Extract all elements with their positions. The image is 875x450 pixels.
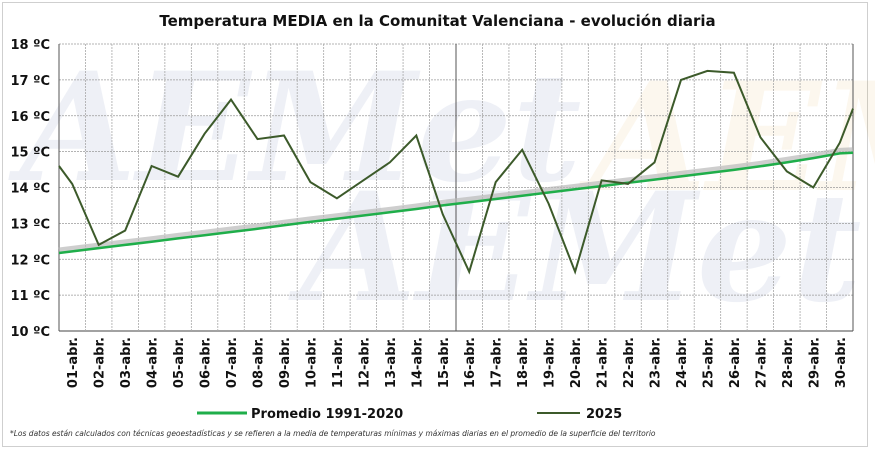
y-axis: 10 ºC 11 ºC 12 ºC 13 ºC 14 ºC 15 ºC 16 ºC 17 ºC… [11, 38, 51, 340]
x-tick-label: 02-abr. [93, 337, 108, 388]
x-tick-label: 26-abr. [728, 337, 743, 388]
watermark-text-3: AEMet [578, 50, 875, 226]
y-tick-label: 13 ºC [11, 217, 51, 232]
x-tick-label: 30-abr. [834, 337, 849, 388]
x-tick-label: 06-abr. [199, 337, 214, 388]
x-tick-label: 18-abr. [516, 337, 531, 388]
series-line-promedio [58, 151, 854, 255]
x-tick-label: 07-abr. [225, 337, 240, 388]
y-tick-label: 15 ºC [11, 146, 51, 161]
x-tick-label: 17-abr. [490, 337, 505, 388]
x-tick-label: 23-abr. [649, 337, 664, 388]
x-tick-label: 03-abr. [119, 337, 134, 388]
footnote: *Los datos están calculados con técnicas… [10, 429, 656, 438]
x-tick-label: 10-abr. [304, 337, 319, 388]
series-line-2025 [58, 69, 854, 275]
x-tick-label: 25-abr. [701, 337, 716, 388]
x-tick-label: 24-abr. [675, 337, 690, 388]
watermark-text: AEMet [8, 40, 581, 216]
y-tick-label: 10 ºC [11, 325, 51, 340]
x-tick-label: 08-abr. [252, 337, 267, 388]
y-tick-label: 12 ºC [11, 253, 51, 268]
series-line-shadow [58, 147, 854, 253]
y-tick-label: 16 ºC [11, 110, 51, 125]
x-tick-label: 14-abr. [410, 337, 425, 388]
legend-item-promedio-label: Promedio 1991-2020 [251, 407, 403, 422]
x-tick-label: 01-abr. [66, 337, 81, 388]
chart-frame [2, 2, 868, 447]
x-tick-label: 21-abr. [596, 337, 611, 388]
chart-title: Temperatura MEDIA en la Comunitat Valenc… [159, 12, 716, 30]
x-tick-label: 05-abr. [172, 337, 187, 388]
x-axis: 01-abr. 02-abr. 03-abr. 04-abr. 05-abr. 06-ab… [66, 337, 849, 388]
x-tick-label: 29-abr. [807, 337, 822, 388]
x-tick-label: 11-abr. [331, 337, 346, 388]
chart-grid [58, 43, 854, 332]
x-tick-label: 22-abr. [622, 337, 637, 388]
x-tick-label: 20-abr. [569, 337, 584, 388]
x-tick-label: 13-abr. [384, 337, 399, 388]
x-tick-label: 19-abr. [543, 337, 558, 388]
x-tick-label: 12-abr. [357, 337, 372, 388]
x-tick-label: 09-abr. [278, 337, 293, 388]
x-tick-label: 16-abr. [463, 337, 478, 388]
x-tick-label: 27-abr. [754, 337, 769, 388]
x-tick-label: 28-abr. [781, 337, 796, 388]
y-tick-label: 18 ºC [11, 38, 51, 53]
series-layer [58, 69, 854, 275]
legend-item-2025-label: 2025 [586, 407, 622, 422]
x-tick-label: 04-abr. [146, 337, 161, 388]
legend: Promedio 1991-2020 2025 [197, 407, 622, 422]
x-tick-label: 15-abr. [437, 337, 452, 388]
y-tick-label: 17 ºC [11, 74, 51, 89]
y-tick-label: 11 ºC [11, 289, 51, 304]
y-tick-label: 14 ºC [11, 182, 51, 197]
